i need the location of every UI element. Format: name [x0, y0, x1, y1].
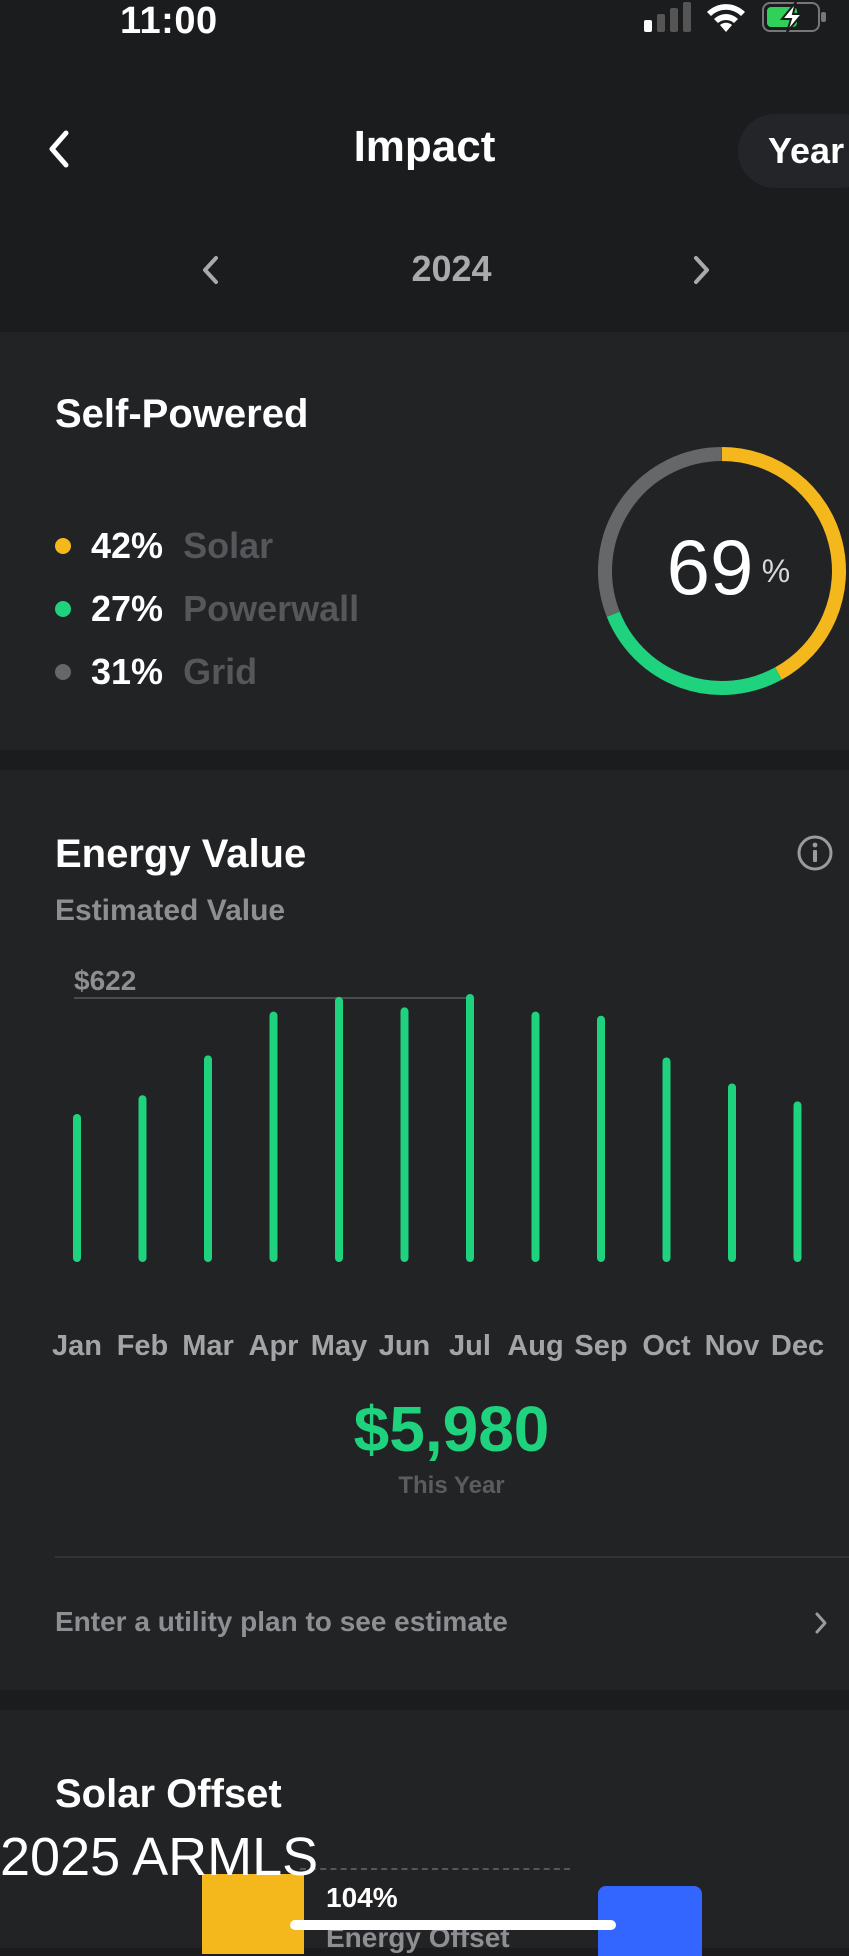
page-title: Impact	[353, 122, 496, 171]
energy-value-subtitle: Estimated Value	[55, 894, 286, 927]
solar-percent: 42%	[91, 525, 164, 566]
utility-plan-link[interactable]: Enter a utility plan to see estimate	[55, 1606, 508, 1637]
wifi-icon	[707, 4, 745, 32]
solar-offset-bar-home	[598, 1886, 702, 1956]
donut-segment-powerwall	[606, 611, 782, 695]
grid-dot-icon	[55, 664, 71, 680]
month-label-apr: Apr	[248, 1330, 299, 1362]
powerwall-percent: 27%	[91, 588, 164, 629]
month-label-jan: Jan	[52, 1330, 102, 1362]
divider	[55, 1556, 849, 1558]
info-icon[interactable]	[796, 834, 834, 872]
energy-value-card: Energy Value Estimated Value $622 Jan Feb…	[0, 770, 849, 1690]
solar-label: Solar	[183, 525, 274, 566]
energy-value-caption: This Year	[398, 1472, 505, 1499]
solar-offset-value: 104%	[326, 1882, 398, 1913]
donut-segment-solar	[721, 447, 846, 680]
donut-value: 69	[667, 523, 754, 611]
solar-offset-bar-solar	[202, 1874, 304, 1954]
back-chevron-icon[interactable]	[40, 125, 80, 175]
previous-year-icon[interactable]	[196, 252, 226, 288]
self-powered-title: Self-Powered	[55, 392, 309, 436]
month-label-mar: Mar	[182, 1330, 234, 1362]
grid-percent: 31%	[91, 651, 164, 692]
month-label-feb: Feb	[116, 1330, 169, 1362]
cellular-signal-icon	[644, 2, 691, 32]
chevron-right-icon[interactable]	[812, 1608, 830, 1638]
month-label-aug: Aug	[507, 1330, 564, 1362]
powerwall-dot-icon	[55, 601, 71, 617]
next-year-icon[interactable]	[686, 252, 716, 288]
legend-grid: 31% Grid	[55, 650, 257, 694]
month-label-dec: Dec	[770, 1330, 825, 1362]
legend-solar: 42% Solar	[55, 524, 273, 568]
donut-unit: %	[762, 553, 790, 589]
year-label: 2024	[411, 248, 492, 289]
self-powered-card[interactable]: Self-Powered 42% Solar 27% Powerwall 31%…	[0, 332, 849, 750]
max-value-label: $622	[74, 965, 136, 996]
month-label-may: May	[310, 1330, 368, 1362]
status-time: 11:00	[120, 0, 218, 42]
range-selector-label: Year	[768, 130, 845, 171]
range-selector-button[interactable]: Year	[738, 114, 849, 188]
energy-value-chart: $622	[73, 965, 802, 1262]
solar-dot-icon	[55, 538, 71, 554]
battery-charging-icon	[762, 1, 826, 33]
legend-powerwall: 27% Powerwall	[55, 587, 359, 631]
home-indicator[interactable]	[290, 1920, 616, 1930]
powerwall-label: Powerwall	[183, 588, 360, 629]
month-label-sep: Sep	[574, 1330, 628, 1362]
grid-label: Grid	[183, 651, 258, 692]
energy-value-title: Energy Value	[55, 832, 307, 876]
offset-reference-line	[300, 1868, 570, 1870]
month-label-oct: Oct	[642, 1330, 691, 1362]
energy-value-total: $5,980	[353, 1393, 550, 1465]
self-powered-donut: 69 %	[598, 447, 846, 695]
watermark: 2025 ARMLS	[0, 1827, 319, 1887]
month-label-jul: Jul	[449, 1330, 491, 1362]
month-label-nov: Nov	[704, 1330, 760, 1362]
solar-offset-title: Solar Offset	[55, 1772, 282, 1816]
donut-segment-grid	[598, 447, 722, 617]
month-label-jun: Jun	[378, 1330, 431, 1362]
